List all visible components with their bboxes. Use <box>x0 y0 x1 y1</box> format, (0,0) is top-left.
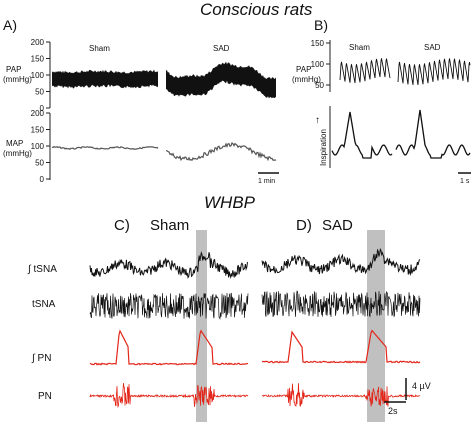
panel-b-pap-sham-trace <box>339 58 391 84</box>
voltage-scale-label: 4 µV <box>412 381 431 391</box>
panel-c-integrated-tsna-trace <box>89 251 248 279</box>
panel-a-upper-tick-label: 200 <box>31 38 45 47</box>
title-whbp: WHBP <box>204 193 256 212</box>
panel-a-pap-sad-trace <box>166 61 276 99</box>
panel-a-lower-tick-label: 100 <box>31 142 45 151</box>
panel-a-pap-unit: (mmHg) <box>3 75 32 84</box>
panel-c-integrated-pn-trace <box>89 329 249 366</box>
panel-c-letter: C) <box>114 217 130 234</box>
panel-a-map-sad-trace <box>165 142 277 162</box>
panel-a-pap-label: PAP <box>6 65 21 74</box>
panel-b-resp-sad-trace <box>395 109 471 159</box>
panel-b-sad-label: SAD <box>424 43 441 52</box>
panel-a-map-sham-trace <box>51 146 159 150</box>
panel-d-pn-trace <box>261 383 421 407</box>
panel-b-pap-unit: (mmHg) <box>292 75 321 84</box>
panel-d-letter: D) <box>296 217 312 234</box>
panel-b-tick-label: 100 <box>311 60 325 69</box>
panel-b-pap-label: PAP <box>296 65 311 74</box>
panel-b-sham-label: Sham <box>349 43 370 52</box>
panel-a-1min-label: 1 min <box>258 178 275 185</box>
panel-d-tsna-trace <box>261 290 421 318</box>
panel-b-tick-label: 50 <box>315 81 324 90</box>
time-scale-label: 2s <box>388 406 398 416</box>
panel-a-upper-tick-label: 50 <box>35 88 44 97</box>
panel-b-1s-label: 1 s <box>460 178 470 185</box>
panel-b-inspiration-arrow: ↑ <box>315 115 320 126</box>
panel-d-shaded-region <box>367 230 385 422</box>
label-integrated-tsna: ∫ tSNA <box>27 264 57 275</box>
panel-d-integrated-tsna-trace <box>261 247 420 277</box>
label-integrated-pn: ∫ PN <box>31 353 51 364</box>
panel-b-ticks <box>326 42 330 86</box>
panel-b-pap-sad-trace <box>397 58 471 85</box>
panel-a-pap-sham-trace <box>52 69 158 89</box>
panel-c-pn-trace <box>89 382 249 409</box>
panel-a-lower-tick-label: 0 <box>40 175 45 184</box>
panel-a-map-label: MAP <box>6 139 23 148</box>
panel-a-upper-tick-label: 0 <box>40 104 45 113</box>
panel-a-map-unit: (mmHg) <box>3 149 32 158</box>
panel-d-title: SAD <box>322 217 353 234</box>
panel-a-upper-tick-label: 150 <box>31 55 45 64</box>
panel-c-tsna-trace <box>89 292 249 320</box>
label-tsna: tSNA <box>32 299 56 310</box>
panel-a-sham-label: Sham <box>89 44 110 53</box>
panel-a-upper-ticks <box>46 41 50 109</box>
label-pn: PN <box>38 391 52 402</box>
panel-a-lower-tick-label: 50 <box>35 159 44 168</box>
panel-c-shaded-region <box>196 230 207 422</box>
panel-b-letter: B) <box>314 17 328 33</box>
panel-a-upper-tick-label: 100 <box>31 71 45 80</box>
panel-a-lower-tick-label: 200 <box>31 109 45 118</box>
panel-a-letter: A) <box>3 17 17 33</box>
panel-a-lower-tick-label: 150 <box>31 126 45 135</box>
panel-d-integrated-pn-trace <box>261 329 421 364</box>
panel-a-sad-label: SAD <box>213 44 230 53</box>
panel-b-inspiration-label: Inspiration <box>319 129 328 166</box>
panel-b-tick-label: 150 <box>311 39 325 48</box>
panel-c-title: Sham <box>150 217 189 234</box>
panel-b-resp-sham-trace <box>331 111 393 159</box>
panel-a-lower-ticks <box>46 112 50 180</box>
title-conscious-rats: Conscious rats <box>200 0 313 19</box>
